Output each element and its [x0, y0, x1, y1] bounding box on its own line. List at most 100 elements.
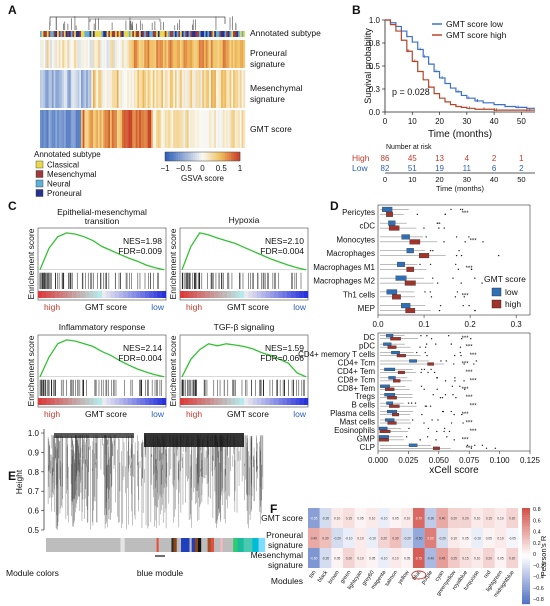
outlier-point — [438, 222, 441, 224]
gsea-rank-bar — [231, 291, 236, 298]
outlier-point — [443, 227, 445, 229]
heatmap-cell — [183, 70, 186, 108]
heatmap-cell — [51, 40, 54, 68]
risk-value: 19 — [435, 164, 444, 173]
row-label-proneural-2: signature — [250, 59, 285, 69]
heatmap-cell — [222, 70, 225, 108]
outlier-point — [444, 380, 447, 382]
outlier-point — [454, 296, 457, 298]
subtype-cell — [72, 31, 75, 37]
heatmap-cell — [234, 70, 237, 108]
gsea-rank-bar — [265, 398, 270, 405]
heatmap-cell — [94, 110, 97, 148]
heatmap-cell — [343, 528, 355, 548]
heatmap-cell — [202, 110, 205, 148]
subtype-cell — [127, 31, 130, 37]
gsea-rank-bar — [161, 398, 167, 405]
box-high — [393, 379, 401, 383]
heatmap-cell — [188, 110, 191, 148]
outlier-point — [423, 422, 425, 424]
outlier-point — [462, 422, 464, 424]
subtype-cell — [205, 31, 208, 37]
module-name: brown — [327, 570, 341, 586]
outlier-point — [443, 430, 445, 433]
gsea-rank-bar — [278, 398, 283, 405]
box-high — [406, 266, 415, 272]
heatmap-cell — [130, 110, 133, 148]
outlier-point — [460, 282, 462, 284]
module-color-segment — [258, 538, 266, 552]
heatmap-cell — [63, 70, 66, 108]
colorbar-cell — [215, 152, 218, 161]
heatmap-cell — [87, 40, 90, 68]
heatmap-cell — [161, 70, 164, 108]
outlier-point — [452, 393, 454, 396]
heatmap-cell — [82, 40, 85, 68]
heatmap-cell — [94, 40, 97, 68]
significance-marker: *** — [462, 211, 470, 217]
heatmap-cell — [331, 528, 344, 548]
gsea-nes: NES=2.10 — [265, 236, 304, 246]
subtype-cell — [166, 31, 169, 37]
gsea-rank-bar — [46, 398, 51, 405]
outlier-point — [411, 419, 414, 421]
box-low — [387, 409, 397, 414]
cell-value: 0.10 — [392, 557, 398, 561]
subtype-cell — [41, 31, 44, 37]
cell-value: 0.25 — [451, 557, 457, 561]
outlier-point — [435, 343, 437, 345]
heatmap-cell — [173, 110, 176, 148]
heatmap-cell — [139, 70, 141, 108]
legend-item-label: Mesenchymal — [47, 170, 97, 179]
heatmap-cell — [200, 40, 203, 68]
heatmap-cell — [222, 110, 225, 148]
cell-type-label: Pericytes — [342, 208, 375, 217]
gsea-rank-bar — [222, 291, 228, 298]
outlier-point — [431, 419, 433, 421]
colorbar-cell — [217, 152, 220, 161]
subtype-cell — [55, 31, 58, 37]
heatmap-cell — [178, 70, 181, 108]
heatmap-cell — [48, 40, 51, 68]
heatmap-cell — [169, 70, 172, 108]
heatmap-cell — [77, 110, 80, 148]
heatmap-cell — [69, 110, 71, 148]
gsea-rank-bar — [97, 291, 103, 298]
x-tick-label: 0.3 — [511, 320, 523, 329]
box-low — [408, 443, 418, 447]
legend-title: GMT score — [484, 274, 526, 284]
subtype-cell — [161, 31, 164, 37]
heatmap-cell — [156, 70, 159, 108]
outlier-point — [446, 436, 448, 438]
outlier-point — [419, 263, 421, 266]
outlier-point — [455, 263, 457, 266]
gsea-rank-bar — [248, 398, 253, 405]
heatmap-cell — [219, 70, 222, 108]
cell-value: 0.05 — [369, 557, 375, 561]
subtype-cell — [186, 31, 189, 37]
gsea-rank-bar — [114, 398, 120, 405]
heatmap-cell — [241, 70, 244, 108]
heatmap-cell — [183, 110, 186, 148]
heatmap-cell — [448, 548, 460, 568]
dendrogram-branch — [49, 16, 226, 26]
subtype-cell — [118, 31, 121, 37]
heatmap-cell — [82, 110, 85, 148]
gsea-rank-bar — [72, 291, 77, 298]
x-tick-label: 0.000 — [368, 456, 389, 465]
subtype-cell — [57, 31, 59, 37]
subtype-cell — [214, 31, 217, 37]
colorbar-cell — [522, 517, 530, 521]
heatmap-cell — [154, 40, 157, 68]
gsea-rank-bar — [261, 398, 266, 405]
row-label-mesenchymal-2: signature — [250, 94, 285, 104]
heatmap-cell — [87, 70, 90, 108]
heatmap-cell — [308, 528, 320, 548]
cell-type-label: MEP — [358, 304, 375, 313]
subtype-cell — [98, 31, 100, 37]
risk-axis-tick: 30 — [463, 175, 471, 184]
heatmap-cell — [506, 508, 519, 528]
heatmap-cell — [197, 110, 200, 148]
box-high — [390, 337, 401, 341]
